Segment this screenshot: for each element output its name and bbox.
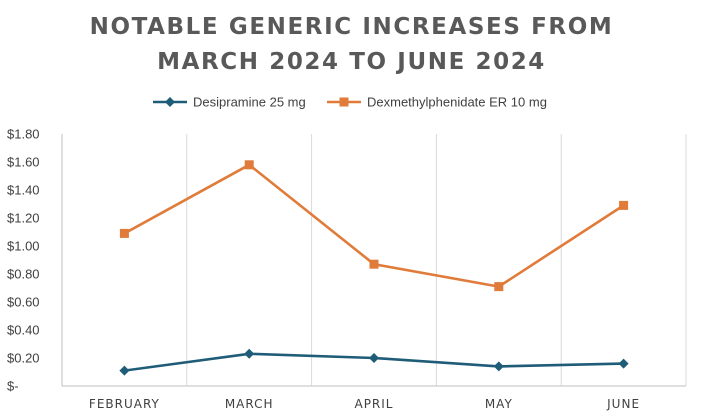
x-tick-label: MAY	[485, 397, 513, 411]
grid	[186, 134, 562, 386]
data-point-diamond	[618, 358, 629, 369]
legend-diamond-marker	[165, 97, 175, 107]
data-point-diamond	[369, 353, 379, 363]
data-point-diamond	[119, 365, 130, 376]
chart-title-line-1: NOTABLE GENERIC INCREASES FROM	[90, 14, 614, 40]
y-tick-label: $0.80	[7, 267, 40, 282]
legend-label: Desipramine 25 mg	[193, 95, 306, 110]
x-tick-label: APRIL	[354, 397, 393, 411]
y-tick-label: $0.20	[7, 351, 40, 366]
legend-label: Dexmethylphenidate ER 10 mg	[367, 95, 547, 110]
x-tick-label: JUNE	[606, 397, 640, 411]
x-tick-label: MARCH	[225, 397, 274, 411]
data-point-diamond	[244, 348, 255, 359]
data-point-square	[119, 228, 129, 238]
chart-title-line-2: MARCH 2024 TO JUNE 2024	[157, 49, 546, 75]
axes: $- $0.20 $0.40 $0.60 $0.80 $1.00 $1.20 $1.40 $1.…	[7, 127, 687, 411]
y-tick-label: $1.20	[7, 211, 40, 226]
legend-item-1: Desipramine 25 mg	[153, 95, 306, 110]
y-tick-label: $0.60	[7, 295, 40, 310]
y-tick-label: $1.80	[7, 127, 40, 142]
y-tick-label: $0.40	[7, 323, 40, 338]
legend-square-marker	[339, 97, 349, 107]
data-point-square	[244, 160, 254, 170]
y-tick-label: $1.60	[7, 155, 40, 170]
y-tick-label: $-	[7, 379, 19, 394]
legend-item-2: Dexmethylphenidate ER 10 mg	[327, 95, 547, 110]
legend: Desipramine 25 mg Dexmethylphenidate ER 1…	[153, 95, 547, 110]
data-point-square	[494, 282, 504, 292]
y-tick-label: $1.40	[7, 183, 40, 198]
y-tick-label: $1.00	[7, 239, 40, 254]
chart-title: NOTABLE GENERIC INCREASES FROM MARCH 2024…	[90, 14, 614, 75]
data-point-square	[369, 259, 379, 269]
data-point-diamond	[493, 361, 504, 372]
series-2	[119, 160, 629, 292]
series-1	[119, 348, 629, 376]
series-lines	[119, 160, 629, 376]
x-tick-label: FEBRUARY	[89, 397, 160, 411]
data-point-square	[619, 200, 629, 210]
